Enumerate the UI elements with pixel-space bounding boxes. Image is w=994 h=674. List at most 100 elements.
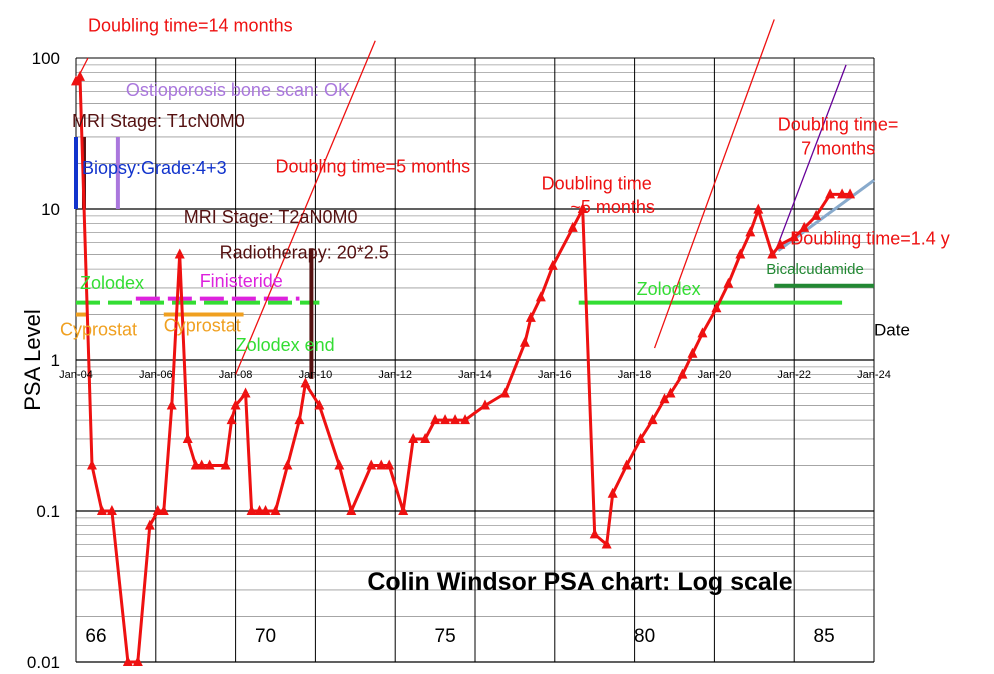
gridlines xyxy=(75,58,875,663)
data-point xyxy=(230,399,241,410)
annotation-label: Doubling time=5 months xyxy=(276,156,471,176)
data-point xyxy=(535,291,546,302)
data-point xyxy=(789,231,800,242)
data-point xyxy=(384,459,395,470)
data-point xyxy=(398,505,409,515)
data-point xyxy=(122,656,133,666)
data-point xyxy=(811,209,822,220)
x-tick-label: Jan-20 xyxy=(698,369,732,381)
data-point xyxy=(697,327,708,338)
data-point xyxy=(525,311,536,322)
data-point xyxy=(96,505,107,515)
y-tick-labels: 100 10 1 0.1 0.01 xyxy=(27,49,60,672)
x-tick-label: Jan-10 xyxy=(299,369,333,381)
data-point xyxy=(479,399,490,410)
data-point xyxy=(799,221,810,232)
data-point xyxy=(220,459,231,470)
y-tick-label: 10 xyxy=(41,200,60,219)
data-point xyxy=(677,368,688,379)
data-point xyxy=(450,414,461,425)
data-point xyxy=(601,538,612,549)
x-tick-label: Jan-14 xyxy=(458,369,492,381)
data-point xyxy=(86,459,97,470)
data-point xyxy=(547,259,558,270)
x-tick-label: Jan-16 xyxy=(538,369,572,381)
annotation-label: Radiotherapy: 20*2.5 xyxy=(220,243,389,263)
data-point xyxy=(825,188,836,199)
data-point xyxy=(607,487,618,498)
annotation-label: Zolodex end xyxy=(236,335,335,355)
data-point xyxy=(246,505,257,515)
data-point xyxy=(775,238,786,249)
data-point xyxy=(132,656,143,666)
y-tick-label: 1 xyxy=(51,351,60,370)
data-point xyxy=(665,387,676,398)
data-point xyxy=(647,414,658,425)
data-point xyxy=(723,277,734,288)
data-point xyxy=(420,432,431,443)
data-point xyxy=(845,188,856,199)
data-point xyxy=(346,505,357,515)
annotation-label: Doubling time xyxy=(542,173,652,193)
data-point xyxy=(182,432,193,443)
data-point xyxy=(300,377,311,388)
data-point xyxy=(567,221,578,232)
data-point xyxy=(366,459,377,470)
data-point xyxy=(460,414,471,425)
annotation-label: Ostioporosis bone scan: OK xyxy=(126,80,350,100)
data-point xyxy=(837,188,848,199)
data-point xyxy=(687,347,698,358)
annotation-label: ~5 months xyxy=(570,197,655,217)
data-point xyxy=(106,505,117,515)
age-label: 75 xyxy=(435,626,456,647)
annotation-label: Doubling time= xyxy=(778,115,899,135)
y-tick-label: 0.01 xyxy=(27,653,60,672)
data-point xyxy=(294,414,305,425)
data-point xyxy=(260,505,271,515)
x-tick-label: Jan-04 xyxy=(59,369,93,381)
age-label: 70 xyxy=(255,626,276,647)
data-point xyxy=(74,70,85,81)
annotation-label: Cyprostat xyxy=(60,320,137,340)
annotation-label: Doubling time=14 months xyxy=(88,15,293,35)
x-tick-label: Jan-18 xyxy=(618,369,652,381)
data-point xyxy=(270,505,281,515)
trend-line xyxy=(235,40,376,375)
data-point xyxy=(735,248,746,259)
age-labels: 66 70 75 80 85 xyxy=(85,626,834,647)
data-point xyxy=(745,226,756,237)
annotation-label: 7 months xyxy=(801,138,875,158)
data-point xyxy=(767,248,778,259)
series-line xyxy=(74,75,851,664)
psa-series xyxy=(71,70,856,666)
chart-title: Colin Windsor PSA chart: Log scale xyxy=(367,568,792,596)
trend-line xyxy=(653,19,775,349)
data-point xyxy=(204,459,215,470)
y-axis-label: PSA Level xyxy=(20,309,45,411)
age-label: 80 xyxy=(634,626,655,647)
x-tick-label: Jan-24 xyxy=(857,369,891,381)
annotation-label: Cyprostat xyxy=(164,315,241,335)
x-tick-label: Jan-08 xyxy=(219,369,253,381)
data-point xyxy=(499,387,510,398)
age-label: 85 xyxy=(814,626,835,647)
annotations: Doubling time=14 months Ostioporosis bone… xyxy=(60,15,950,354)
data-point xyxy=(589,528,600,539)
data-point xyxy=(376,459,387,470)
data-point xyxy=(314,399,325,410)
x-tick-label: Jan-12 xyxy=(378,369,412,381)
trend-line xyxy=(773,64,847,255)
data-point xyxy=(621,459,632,470)
y-tick-label: 0.1 xyxy=(36,502,60,521)
data-point xyxy=(659,393,670,404)
annotation-label: Zolodex xyxy=(80,273,144,293)
annotation-label: MRI Stage: T1cN0M0 xyxy=(72,111,245,131)
annotation-label: Zolodex xyxy=(637,279,701,299)
annotation-label: Biopsy:Grade:4+3 xyxy=(82,158,227,178)
data-point xyxy=(430,414,441,425)
data-point xyxy=(158,505,169,515)
data-point xyxy=(753,203,764,214)
data-point xyxy=(174,248,185,259)
annotation-label: Doubling time=1.4 y xyxy=(790,229,950,249)
